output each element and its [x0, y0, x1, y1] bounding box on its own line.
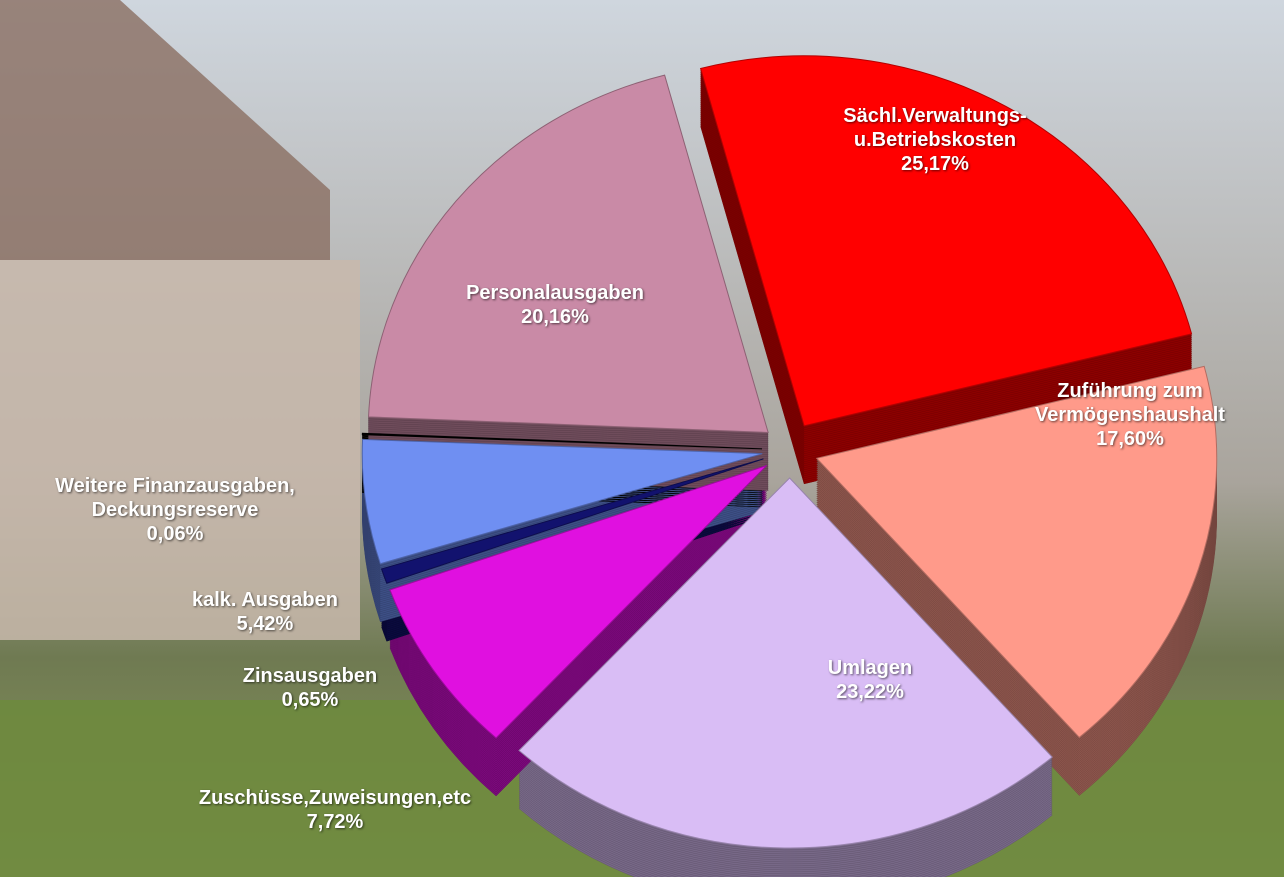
category-name: Umlagen	[828, 656, 912, 680]
chart: Sächl.Verwaltungs- u.Betriebskosten25,17…	[0, 0, 1284, 877]
value-label: 0,65%	[243, 688, 377, 712]
category-name: Weitere Finanzausgaben, Deckungsreserve	[55, 474, 295, 522]
value-label: 20,16%	[466, 305, 644, 329]
category-name: Personalausgaben	[466, 281, 644, 305]
category-name: Zuführung zum Vermögenshaushalt	[1035, 379, 1225, 427]
value-label: 17,60%	[1035, 427, 1225, 451]
background-house	[0, 260, 360, 640]
value-label: 23,22%	[828, 680, 912, 704]
value-label: 25,17%	[843, 152, 1026, 176]
category-name: kalk. Ausgaben	[192, 588, 338, 612]
category-name: Sächl.Verwaltungs- u.Betriebskosten	[843, 104, 1026, 152]
value-label: 7,72%	[199, 810, 471, 834]
category-name: Zinsausgaben	[243, 664, 377, 688]
value-label: 5,42%	[192, 612, 338, 636]
value-label: 0,06%	[55, 522, 295, 546]
category-name: Zuschüsse,Zuweisungen,etc	[199, 786, 471, 810]
